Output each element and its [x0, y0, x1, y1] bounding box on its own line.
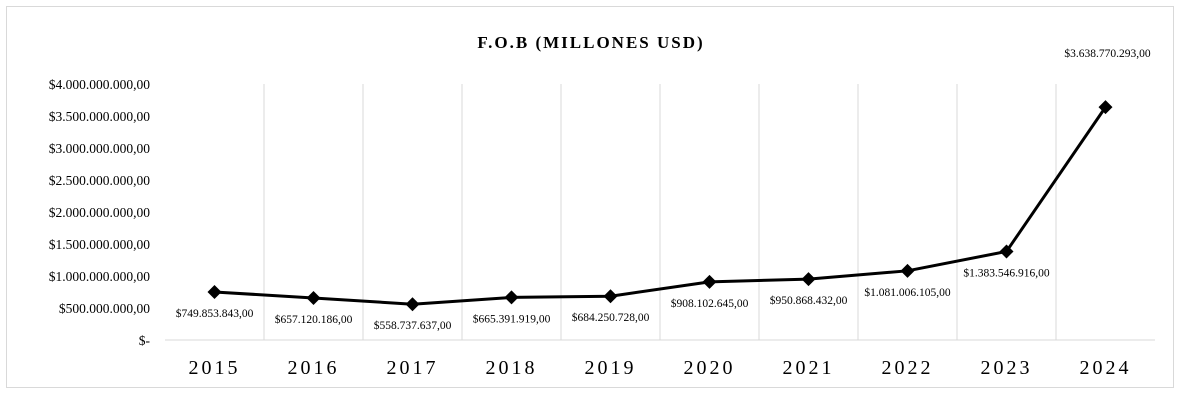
x-axis-ticks: 2015 2016 2017 2018 2019 2020 2021 2022 2023 2024 — [189, 357, 1132, 379]
x-tick-label: 2023 — [981, 357, 1033, 379]
data-point-marker — [1098, 100, 1113, 115]
data-label: $3.638.770.293,00 — [1064, 47, 1151, 60]
x-tick-label: 2017 — [387, 357, 439, 379]
data-point-marker — [504, 290, 519, 305]
data-point-marker — [405, 297, 420, 312]
markers — [207, 100, 1113, 312]
y-tick-label: $- — [139, 333, 151, 348]
data-label: $950.868.432,00 — [770, 294, 848, 307]
data-point-marker — [207, 285, 222, 300]
y-tick-label: $1.000.000.000,00 — [49, 269, 151, 284]
series-line — [214, 106, 1107, 306]
series-line-layer — [214, 106, 1107, 306]
x-tick-label: 2020 — [684, 357, 736, 379]
data-label: $1.081.006.105,00 — [864, 286, 951, 299]
y-tick-label: $1.500.000.000,00 — [49, 237, 151, 252]
y-tick-label: $2.500.000.000,00 — [49, 173, 151, 188]
data-label: $657.120.186,00 — [275, 313, 353, 326]
data-point-marker — [900, 263, 915, 278]
y-axis-ticks: $- $500.000.000,00 $1.000.000.000,00 $1.500… — [49, 77, 151, 348]
x-tick-label: 2022 — [882, 357, 934, 379]
x-tick-label: 2018 — [486, 357, 538, 379]
data-point-marker — [702, 274, 717, 289]
data-point-marker — [306, 290, 321, 305]
data-point-marker — [999, 244, 1014, 259]
y-tick-label: $4.000.000.000,00 — [49, 77, 151, 92]
x-tick-label: 2016 — [288, 357, 340, 379]
chart-frame — [6, 6, 1174, 388]
x-tick-label: 2019 — [585, 357, 637, 379]
y-tick-label: $500.000.000,00 — [59, 301, 150, 316]
y-tick-label: $2.000.000.000,00 — [49, 205, 151, 220]
x-tick-label: 2024 — [1080, 357, 1132, 379]
data-label: $684.250.728,00 — [572, 311, 650, 324]
data-label: $1.383.546.916,00 — [963, 266, 1050, 279]
x-tick-label: 2015 — [189, 357, 241, 379]
chart-title: F.O.B (MILLONES USD) — [477, 33, 705, 52]
y-tick-label: $3.500.000.000,00 — [49, 109, 151, 124]
data-point-marker — [801, 272, 816, 287]
y-tick-label: $3.000.000.000,00 — [49, 141, 151, 156]
data-label: $665.391.919,00 — [473, 312, 551, 325]
data-labels: $749.853.843,00 $657.120.186,00 $558.737.6… — [176, 47, 1151, 332]
data-label: $908.102.645,00 — [671, 297, 749, 310]
x-tick-label: 2021 — [783, 357, 835, 379]
data-label: $749.853.843,00 — [176, 307, 254, 320]
data-label: $558.737.637,00 — [374, 319, 452, 332]
data-point-marker — [603, 289, 618, 304]
